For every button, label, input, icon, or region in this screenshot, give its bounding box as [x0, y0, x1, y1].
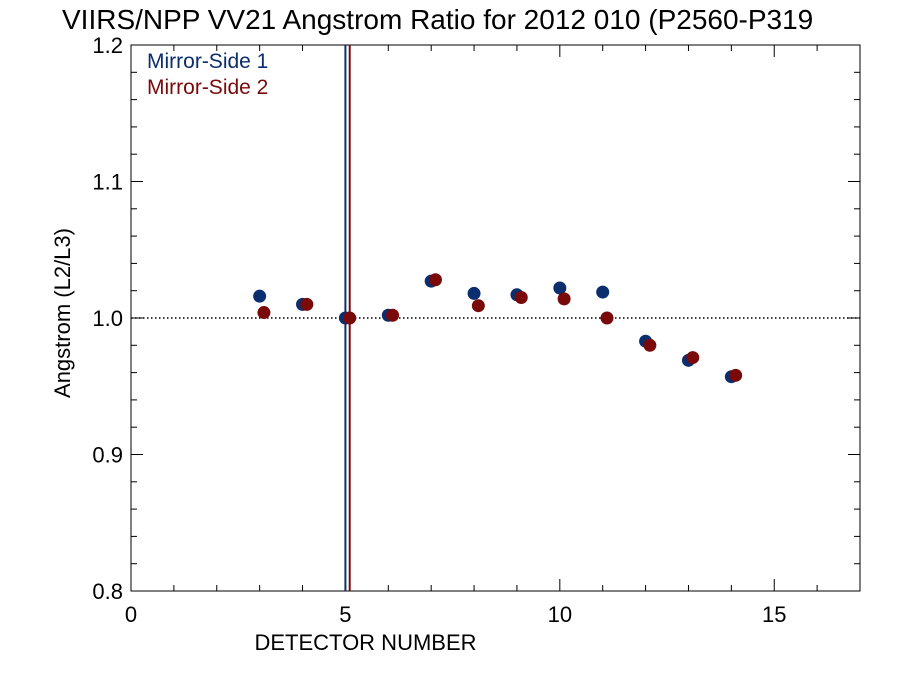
x-axis-label: DETECTOR NUMBER	[254, 630, 476, 655]
chart-title: VIIRS/NPP VV21 Angstrom Ratio for 2012 0…	[62, 4, 814, 35]
mirror-side-2-point	[686, 351, 700, 365]
mirror-side-1-point	[596, 285, 610, 299]
x-tick-label: 0	[125, 602, 137, 627]
mirror-side-1-point	[553, 281, 567, 295]
mirror-side-2-point	[643, 338, 657, 352]
x-tick-label: 5	[339, 602, 351, 627]
mirror-side-2-point	[300, 297, 314, 311]
mirror-side-2-point	[386, 308, 400, 322]
y-tick-label: 1.2	[92, 33, 123, 58]
mirror-side-2-point	[557, 292, 571, 306]
mirror-side-1-point	[253, 289, 267, 303]
y-tick-label: 1.1	[92, 170, 123, 195]
legend-entry: Mirror-Side 1	[147, 50, 268, 73]
mirror-side-2-point	[428, 273, 442, 287]
x-tick-label: 15	[762, 602, 786, 627]
mirror-side-2-point	[729, 368, 743, 382]
mirror-side-2-point	[600, 311, 614, 325]
y-tick-label: 0.8	[92, 579, 123, 604]
mirror-side-1-point	[467, 286, 481, 300]
mirror-side-2-point	[257, 306, 271, 320]
mirror-side-2-point	[514, 291, 528, 305]
y-axis-label: Angstrom (L2/L3)	[50, 228, 75, 398]
x-tick-label: 10	[548, 602, 572, 627]
y-tick-label: 0.9	[92, 443, 123, 468]
mirror-side-2-point	[471, 299, 485, 313]
y-tick-label: 1.0	[92, 306, 123, 331]
mirror-side-2-point	[343, 311, 357, 325]
legend-entry: Mirror-Side 2	[147, 76, 268, 99]
